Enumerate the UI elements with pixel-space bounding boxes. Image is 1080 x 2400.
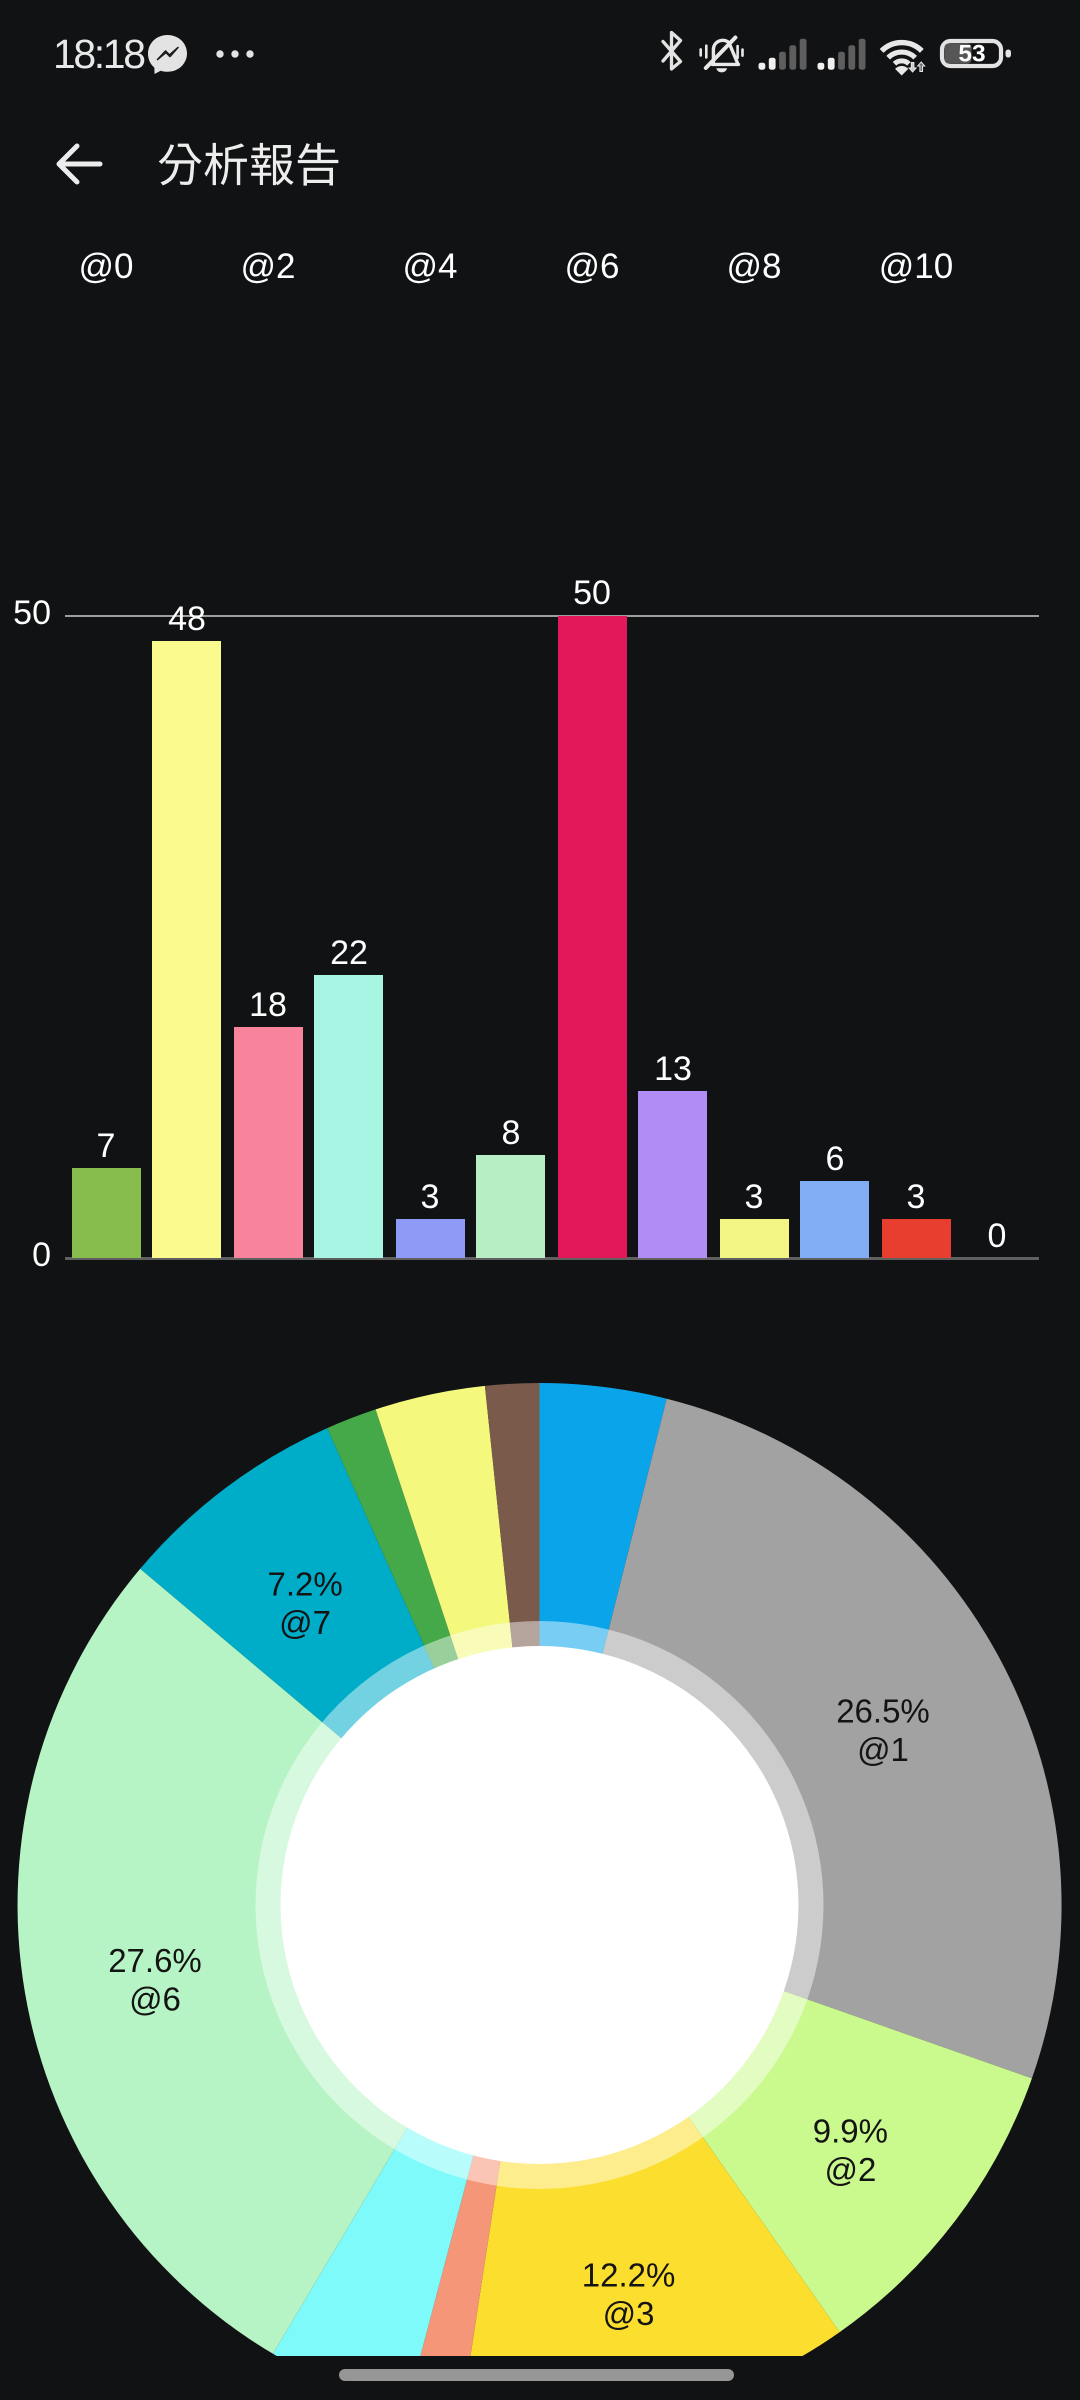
svg-text:53: 53 (958, 41, 985, 68)
svg-text:27.6%: 27.6% (108, 1942, 202, 1979)
svg-text:@3: @3 (603, 2295, 655, 2332)
svg-text:12.2%: 12.2% (582, 2257, 676, 2294)
svg-text:@2: @2 (824, 2151, 876, 2188)
svg-text:@6: @6 (129, 1981, 181, 2018)
svg-text:7.2%: 7.2% (267, 1565, 342, 1602)
svg-text:26.5%: 26.5% (836, 1692, 930, 1729)
svg-text:@7: @7 (279, 1604, 331, 1641)
svg-text:@1: @1 (857, 1731, 909, 1768)
svg-text:9.9%: 9.9% (813, 2113, 888, 2150)
